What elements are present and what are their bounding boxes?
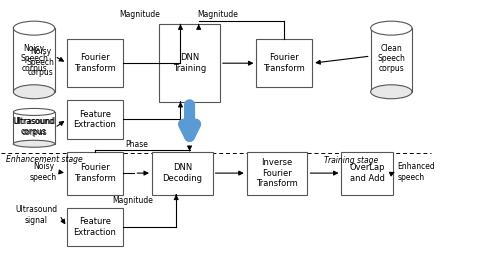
Text: Ultrasound
signal: Ultrasound signal — [15, 205, 57, 225]
Text: Noisy
speech: Noisy speech — [30, 162, 57, 182]
Text: Ultrasound
corpus: Ultrasound corpus — [13, 118, 55, 137]
Text: Magnitude: Magnitude — [197, 10, 238, 19]
Ellipse shape — [13, 21, 55, 35]
FancyBboxPatch shape — [67, 100, 123, 139]
Text: Fourier
Transform: Fourier Transform — [74, 54, 116, 73]
Text: Inverse
Fourier
Transform: Inverse Fourier Transform — [256, 158, 298, 188]
Ellipse shape — [13, 108, 55, 115]
FancyBboxPatch shape — [67, 152, 123, 195]
FancyBboxPatch shape — [152, 152, 213, 195]
Text: Enhancement stage: Enhancement stage — [6, 155, 83, 164]
Text: Noisy
Speech
corpus: Noisy Speech corpus — [27, 47, 55, 77]
FancyBboxPatch shape — [67, 40, 123, 87]
Text: OverLap
and Add: OverLap and Add — [349, 163, 385, 183]
FancyBboxPatch shape — [67, 207, 123, 246]
Text: Magnitude: Magnitude — [112, 196, 153, 205]
Text: Feature
Extraction: Feature Extraction — [73, 109, 116, 129]
FancyBboxPatch shape — [159, 24, 220, 102]
FancyBboxPatch shape — [342, 152, 392, 195]
Text: Fourier
Transform: Fourier Transform — [264, 54, 305, 73]
Ellipse shape — [13, 85, 55, 99]
Text: DNN
Decoding: DNN Decoding — [163, 163, 203, 183]
Text: DNN
Training: DNN Training — [173, 54, 206, 73]
Bar — [13, 112, 55, 144]
Ellipse shape — [13, 140, 55, 147]
Text: Ultrasound
corpus: Ultrasound corpus — [13, 117, 55, 136]
Text: Noisy
Speech
corpus: Noisy Speech corpus — [20, 44, 48, 74]
FancyBboxPatch shape — [247, 152, 307, 195]
Bar — [371, 28, 412, 92]
Text: Enhanced
speech: Enhanced speech — [397, 162, 435, 182]
Text: Phase: Phase — [125, 140, 148, 150]
Text: Clean
Speech
corpus: Clean Speech corpus — [377, 44, 405, 74]
Bar — [13, 28, 55, 92]
Text: Magnitude: Magnitude — [119, 10, 160, 19]
Ellipse shape — [371, 21, 412, 35]
Text: Training stage: Training stage — [324, 156, 378, 165]
FancyBboxPatch shape — [256, 40, 312, 87]
Text: Feature
Extraction: Feature Extraction — [73, 217, 116, 237]
Text: Fourier
Transform: Fourier Transform — [74, 163, 116, 183]
Ellipse shape — [371, 85, 412, 99]
